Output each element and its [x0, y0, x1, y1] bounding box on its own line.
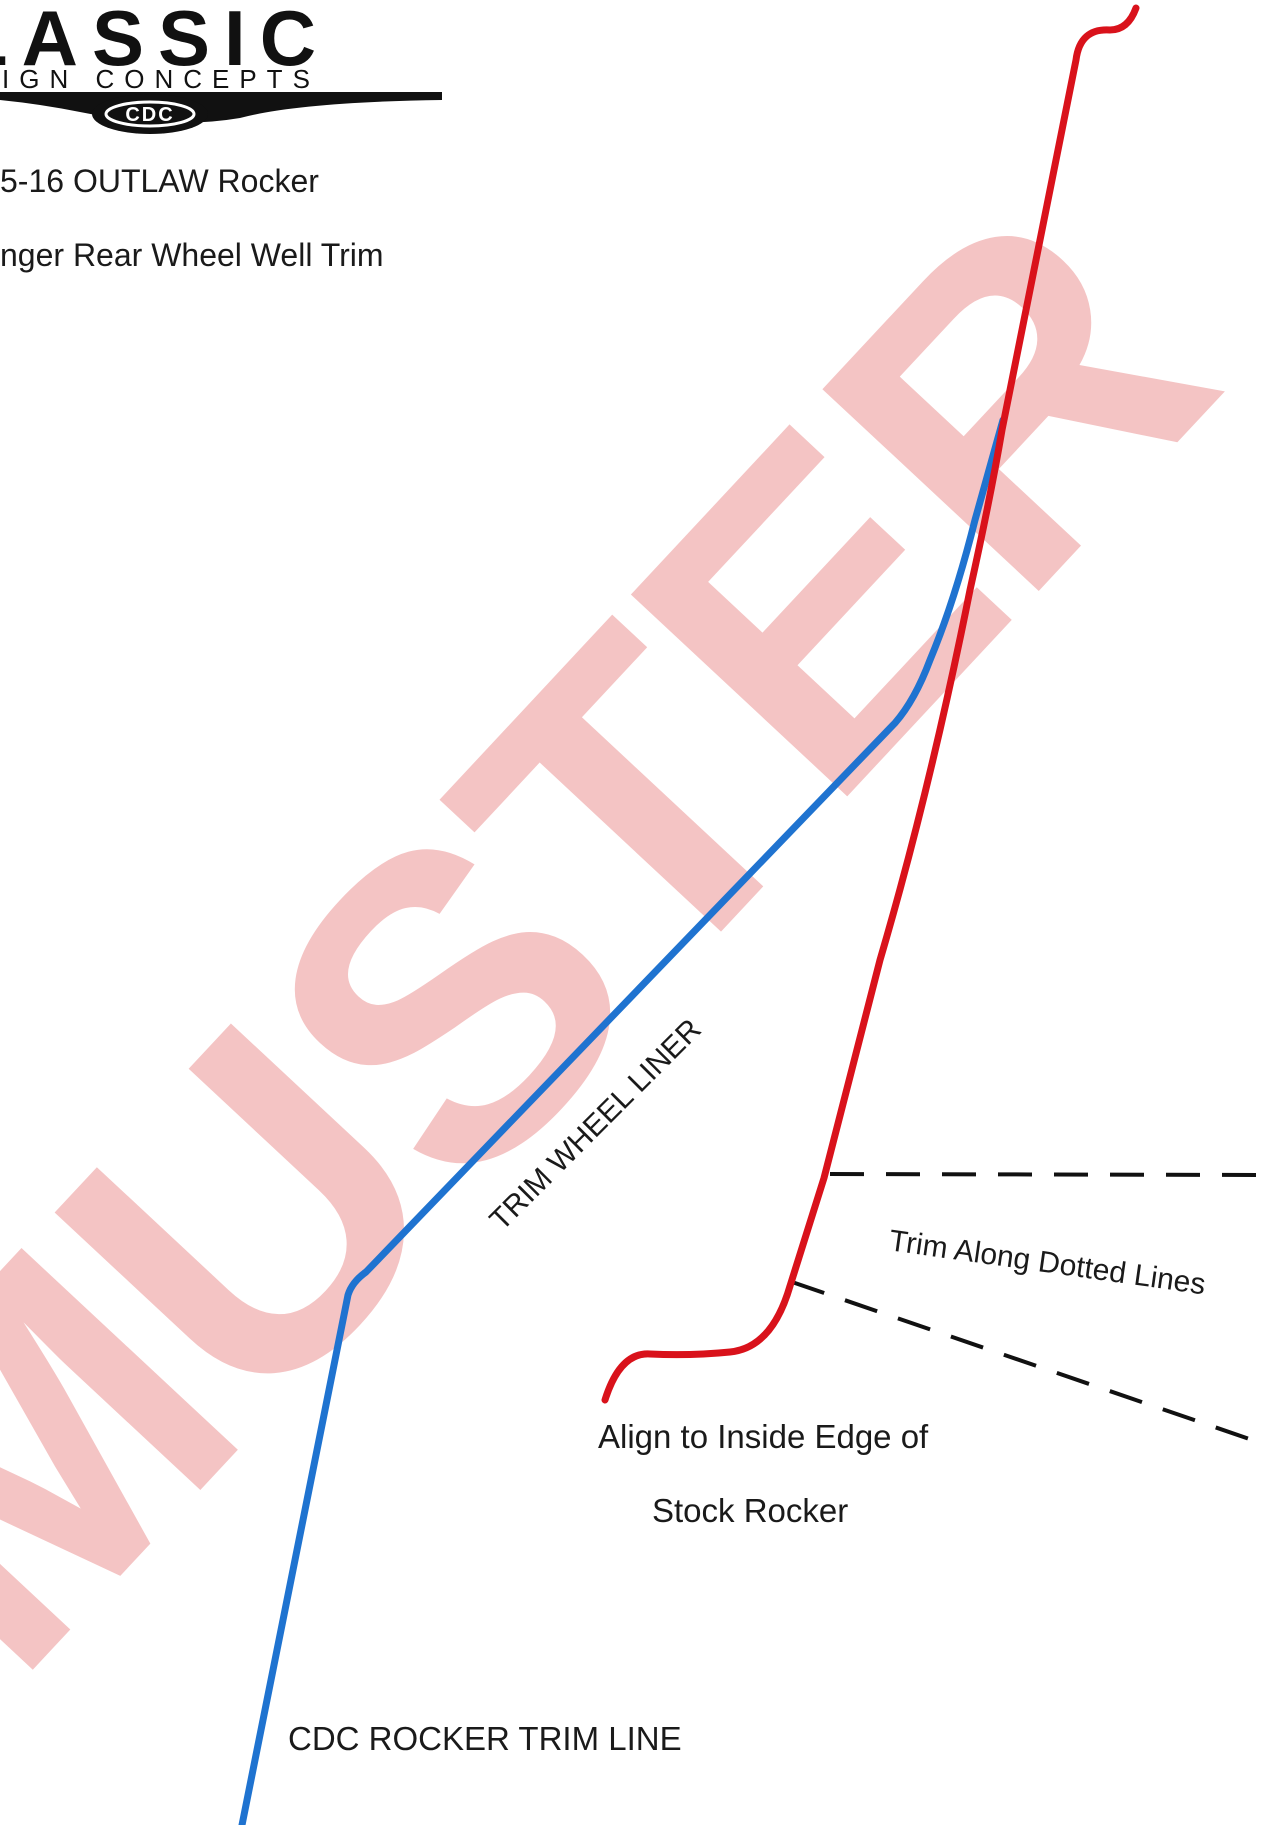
logo-badge-inner	[104, 100, 196, 128]
logo-subtitle: IGN CONCEPTS	[2, 64, 320, 94]
watermark-text: MUSTER	[0, 125, 1264, 1754]
dashed-trim-line-upper	[829, 1172, 1264, 1177]
blue-rocker-trim-line	[238, 416, 1007, 1825]
part-line: nger Rear Wheel Well Trim	[0, 237, 384, 273]
watermark: MUSTER	[0, 125, 1264, 1754]
label-trim-along-dotted-lines: Trim Along Dotted Lines	[887, 1224, 1208, 1301]
logo-wordmark: LASSIC	[0, 0, 330, 82]
model-line: 5-16 OUTLAW Rocker	[0, 163, 319, 199]
label-stock-rocker: Stock Rocker	[652, 1492, 848, 1529]
label-cdc-rocker-trim-line: CDC ROCKER TRIM LINE	[288, 1720, 682, 1757]
company-logo: LASSIC IGN CONCEPTS CDC	[0, 0, 442, 134]
red-stock-rocker-line	[601, 4, 1140, 1404]
logo-badge-text: CDC	[125, 104, 174, 126]
label-align-inside-edge: Align to Inside Edge of	[598, 1418, 929, 1455]
dashed-trim-line-lower	[791, 1280, 1264, 1446]
logo-swoosh	[0, 92, 442, 123]
